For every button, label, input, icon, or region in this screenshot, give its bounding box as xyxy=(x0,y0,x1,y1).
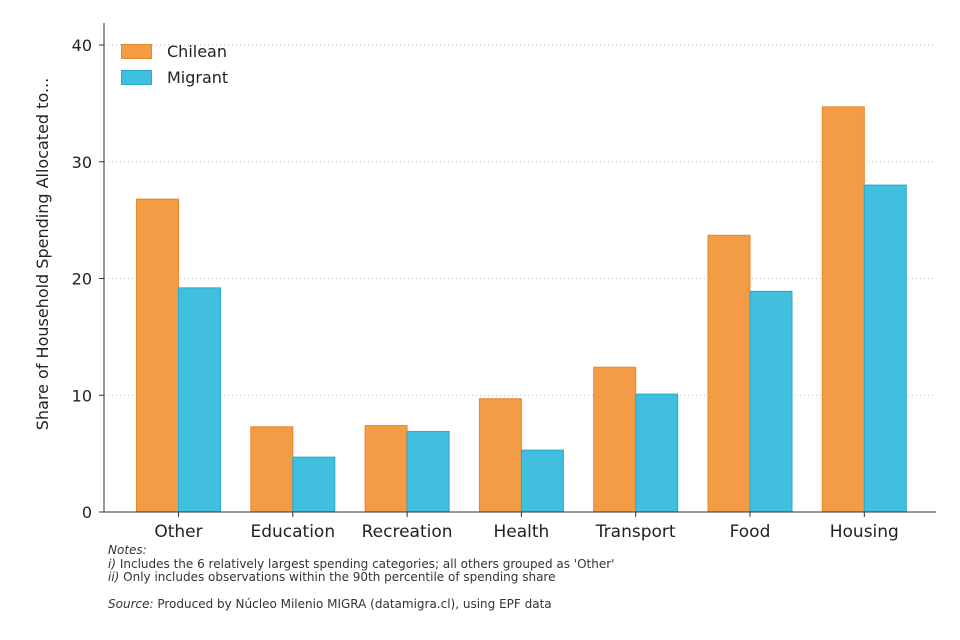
notes-heading: Notes: xyxy=(108,543,147,557)
note-item: ii) Only includes observations within th… xyxy=(108,570,614,585)
legend-label-chilean: Chilean xyxy=(167,41,227,61)
legend-label-migrant: Migrant xyxy=(167,67,229,87)
bar-chilean-food xyxy=(707,234,751,513)
y-tick-label: 10 xyxy=(72,386,92,405)
legend-swatch-migrant xyxy=(121,69,152,85)
legend: Chilean Migrant xyxy=(121,38,228,90)
x-tick-label: Health xyxy=(493,522,549,542)
bar-chilean-transport xyxy=(593,366,637,513)
tick-labels: 0 10 20 30 40 Other Education Recreation Health T… xyxy=(72,36,899,542)
x-tick-label: Recreation xyxy=(362,522,453,542)
x-tick-label: Other xyxy=(154,522,202,542)
note-marker: ii) xyxy=(108,570,120,584)
legend-item-chilean: Chilean xyxy=(121,38,228,64)
bar-chilean-housing xyxy=(821,106,865,513)
note-item: i) Includes the 6 relatively largest spe… xyxy=(108,556,615,572)
bar-migrant-housing xyxy=(863,184,907,513)
bar-chilean-education xyxy=(250,426,294,513)
bar-chilean-recreation xyxy=(364,425,408,513)
bar-migrant-recreation xyxy=(406,430,450,513)
source-label: Source: xyxy=(108,596,154,611)
notes-block: Notes: i) Includes the 6 relatively larg… xyxy=(108,543,615,612)
legend-swatch-chilean xyxy=(121,43,152,59)
bars xyxy=(136,106,907,513)
note-marker: i) xyxy=(108,556,117,571)
bar-migrant-food xyxy=(749,290,793,513)
y-tick-label: 40 xyxy=(72,36,92,55)
x-tick-label: Education xyxy=(250,522,335,542)
legend-item-migrant: Migrant xyxy=(121,64,228,90)
x-tick-label: Transport xyxy=(595,522,676,542)
y-tick-label: 20 xyxy=(72,270,92,289)
axes xyxy=(99,23,936,517)
x-tick-label: Housing xyxy=(830,522,899,542)
note-text: Only includes observations within the 90… xyxy=(119,570,556,584)
source-text: Produced by Núcleo Milenio MIGRA (datami… xyxy=(153,596,552,611)
bar-chilean-health xyxy=(478,398,522,513)
bar-migrant-other xyxy=(178,287,221,513)
bar-migrant-transport xyxy=(635,393,679,513)
gridlines xyxy=(104,44,936,396)
source-line: Source: Produced by Núcleo Milenio MIGRA… xyxy=(108,596,614,612)
bar-chilean-other xyxy=(136,198,179,513)
y-tick-label: 30 xyxy=(72,153,92,172)
y-tick-label: 0 xyxy=(82,503,92,522)
y-axis-label: Share of Household Spending Allocated to… xyxy=(33,78,52,430)
bar-migrant-education xyxy=(292,456,336,513)
x-tick-label: Food xyxy=(730,522,771,542)
bar-migrant-health xyxy=(520,449,564,513)
note-text: Includes the 6 relatively largest spendi… xyxy=(116,556,615,571)
